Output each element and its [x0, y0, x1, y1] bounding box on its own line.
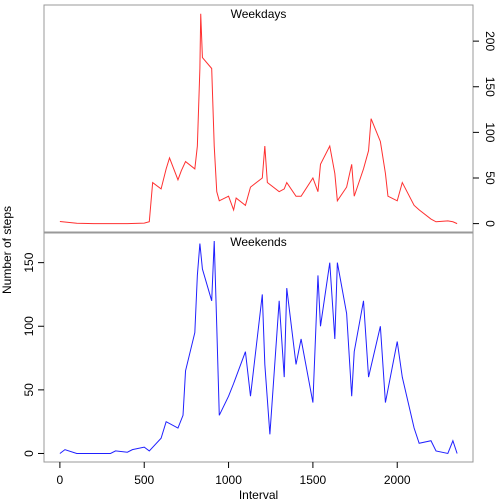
- y-tick-label: 150: [22, 252, 36, 272]
- panel-title: Weekends: [230, 235, 286, 249]
- y-tick-label: 0: [483, 220, 497, 227]
- x-tick-label: 1000: [215, 473, 242, 487]
- x-axis-label: Interval: [239, 488, 278, 502]
- x-tick-label: 0: [57, 473, 64, 487]
- y-tick-label: 150: [483, 77, 497, 97]
- y-tick-label: 100: [483, 122, 497, 142]
- y-tick-label: 0: [22, 450, 36, 457]
- panel-border: [43, 4, 474, 233]
- x-tick-label: 2000: [384, 473, 411, 487]
- panel-title: Weekdays: [231, 7, 287, 21]
- x-tick-label: 1500: [300, 473, 327, 487]
- y-tick-label: 100: [22, 316, 36, 336]
- y-tick-label: 50: [22, 383, 36, 397]
- panel-border: [43, 232, 474, 463]
- y-tick-label: 50: [483, 171, 497, 185]
- y-axis-label: Number of steps: [0, 206, 14, 294]
- y-tick-label: 200: [483, 31, 497, 51]
- x-tick-label: 500: [134, 473, 154, 487]
- data-line: [59, 13, 458, 225]
- data-line: [59, 240, 458, 455]
